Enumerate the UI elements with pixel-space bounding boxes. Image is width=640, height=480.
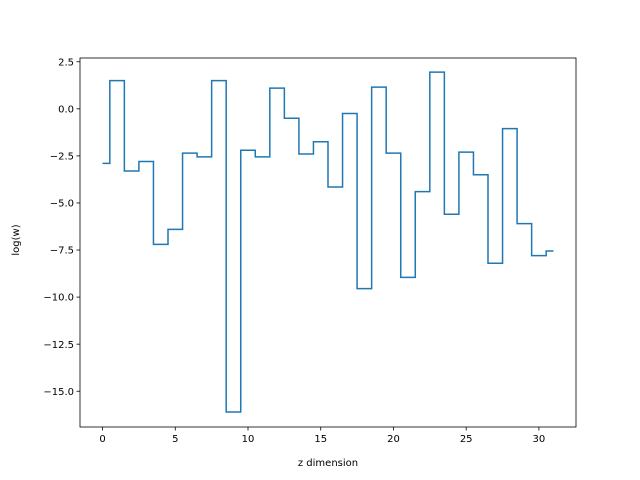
y-axis-ticks: −15.0 −12.5 −10.0 −7.5 −5.0 −2.5 0.0 2.5: [43, 57, 80, 398]
series-line: [102, 71, 554, 413]
x-tick-label: 0: [99, 434, 105, 445]
x-axis-ticks: 0 5 10 15 20 25 30: [99, 427, 545, 445]
x-tick-label: 20: [387, 434, 400, 445]
y-tick-label: −2.5: [50, 151, 74, 162]
x-tick-label: 5: [172, 434, 178, 445]
x-tick-label: 25: [460, 434, 473, 445]
y-tick-label: −5.0: [50, 199, 74, 210]
y-tick-label: −12.5: [43, 340, 74, 351]
y-tick-label: −10.0: [43, 293, 74, 304]
x-tick-label: 30: [533, 434, 546, 445]
axes-frame: [79, 57, 577, 428]
y-tick-label: −15.0: [43, 387, 74, 398]
y-tick-label: −7.5: [50, 246, 74, 257]
y-tick-label: 2.5: [58, 57, 74, 68]
y-axis-label: log(w): [11, 224, 22, 255]
x-tick-label: 10: [242, 434, 255, 445]
y-tick-label: 0.0: [58, 104, 74, 115]
x-tick-label: 15: [314, 434, 327, 445]
plot-area: [79, 57, 577, 428]
x-axis-label: z dimension: [298, 458, 358, 469]
